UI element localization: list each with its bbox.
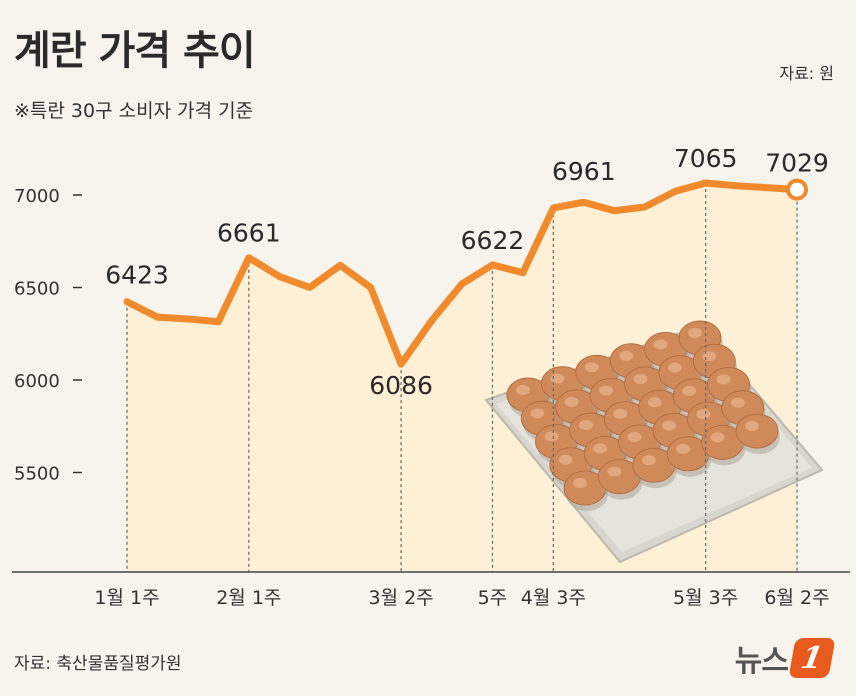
marker-lines-layer xyxy=(126,188,798,572)
data-label: 6661 xyxy=(217,219,281,248)
egg-highlight xyxy=(633,374,648,385)
series-line-layer xyxy=(123,178,808,368)
data-labels-layer: 6423 6661 6086 6622 6961 7065 7029 xyxy=(105,144,829,400)
egg-highlight xyxy=(647,397,662,408)
egg-highlight xyxy=(619,350,634,361)
y-tick-label: 6500 xyxy=(14,279,60,300)
egg-tray-image xyxy=(484,320,824,564)
y-tick-label: 7000 xyxy=(14,186,60,207)
egg-highlight xyxy=(710,432,725,443)
egg-highlight xyxy=(745,421,759,431)
egg-highlight xyxy=(702,351,717,362)
data-label: 6622 xyxy=(461,226,525,255)
egg-highlight xyxy=(667,362,682,373)
unit-label: 자료: 원 xyxy=(779,64,834,83)
x-tick-label: 3월 2주 xyxy=(368,587,433,609)
x-tick-label: 2월 1주 xyxy=(216,587,281,609)
logo-badge: 1 xyxy=(788,638,836,678)
x-tick-label: 5주 xyxy=(478,587,508,609)
data-label: 7029 xyxy=(765,149,829,178)
egg-highlight xyxy=(607,466,622,477)
egg-highlight xyxy=(676,443,691,454)
egg-highlight xyxy=(653,339,668,350)
egg-highlight xyxy=(593,443,608,454)
egg-highlight xyxy=(578,420,593,431)
egg-highlight xyxy=(696,409,711,420)
source-note: 자료: 축산물품질평가원 xyxy=(14,654,182,674)
egg-highlight xyxy=(688,328,702,338)
egg-highlight xyxy=(573,478,587,488)
egg-highlight xyxy=(661,420,676,431)
end-point-marker xyxy=(786,178,808,201)
egg-highlight xyxy=(584,362,599,373)
y-tick-label: 6000 xyxy=(14,371,60,392)
chart-subtitle: ※특란 30구 소비자 가격 기준 xyxy=(14,100,254,122)
data-label: 6423 xyxy=(105,261,169,290)
x-tick-label: 4월 3주 xyxy=(521,587,586,609)
egg-highlight xyxy=(550,373,565,384)
logo-text: 뉴스 xyxy=(734,644,789,679)
egg-highlight xyxy=(530,408,545,419)
y-tick-label: 5500 xyxy=(14,464,60,485)
egg-highlight xyxy=(564,396,579,407)
data-label: 6961 xyxy=(552,157,616,186)
page-title: 계란 가격 추이 xyxy=(14,28,256,74)
x-tick-label: 5월 3주 xyxy=(673,587,738,609)
axes-layer: 5500 6000 6500 7000 1월 1주 2월 1주 3월 2주 5주 4월 3주 5월… xyxy=(12,186,850,609)
egg-highlight xyxy=(558,454,573,465)
egg-highlight xyxy=(641,455,656,466)
egg-tray-group xyxy=(484,320,824,564)
egg-highlight xyxy=(599,385,614,396)
x-tick-label: 1월 1주 xyxy=(94,587,159,609)
egg-highlight xyxy=(682,385,697,396)
data-label: 6086 xyxy=(369,371,433,400)
egg-highlight xyxy=(544,431,559,442)
news1-logo: 뉴스 1 xyxy=(734,636,836,680)
egg-highlight xyxy=(613,408,628,419)
x-tick-label: 6월 2주 xyxy=(764,587,829,609)
egg-highlight xyxy=(627,431,642,442)
data-label: 7065 xyxy=(674,144,738,173)
egg-highlight xyxy=(730,397,745,408)
egg-highlight xyxy=(516,385,530,395)
egg xyxy=(735,413,779,449)
egg-highlight xyxy=(716,374,731,385)
series-line xyxy=(123,179,801,368)
